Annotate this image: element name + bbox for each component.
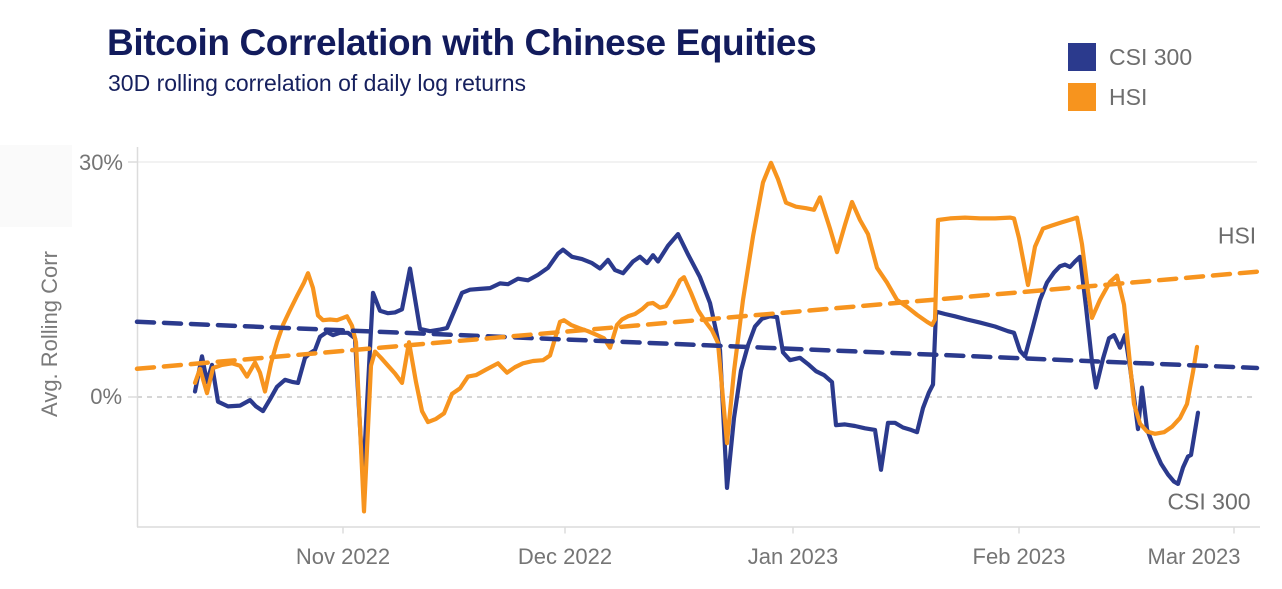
watermark-block bbox=[0, 145, 72, 227]
page-title: Bitcoin Correlation with Chinese Equitie… bbox=[107, 22, 817, 63]
x-tick-label: Mar 2023 bbox=[1147, 544, 1241, 569]
hsi-swatch-icon bbox=[1068, 83, 1096, 111]
hsi-line bbox=[192, 160, 1200, 514]
legend-label-csi300: CSI 300 bbox=[1109, 43, 1193, 70]
x-tick-label: Nov 2022 bbox=[295, 544, 391, 569]
series-label-hsi: HSI bbox=[1217, 222, 1257, 249]
csi300-swatch-icon bbox=[1068, 43, 1096, 71]
x-tick-label: Dec 2022 bbox=[517, 544, 613, 569]
legend-item-hsi[interactable]: HSI bbox=[1068, 83, 1192, 111]
legend-label-hsi: HSI bbox=[1109, 83, 1148, 110]
chart-subtitle: 30D rolling correlation of daily log ret… bbox=[108, 70, 527, 96]
csi300-trend-line bbox=[134, 319, 1260, 371]
legend-item-csi300[interactable]: CSI 300 bbox=[1068, 43, 1192, 71]
x-tick-label: Feb 2023 bbox=[972, 544, 1066, 569]
y-tick-label-0pct: 0% bbox=[90, 384, 122, 409]
y-tick-label-30pct: 30% bbox=[78, 150, 123, 175]
hsi-trend-line bbox=[134, 269, 1260, 372]
x-tick-label: Jan 2023 bbox=[747, 544, 839, 569]
series-label-csi-300: CSI 300 bbox=[1167, 488, 1251, 515]
csi300-line bbox=[192, 232, 1201, 490]
y-axis-title: Avg. Rolling Corr bbox=[37, 251, 62, 417]
legend: CSI 300 HSI bbox=[1068, 43, 1192, 111]
